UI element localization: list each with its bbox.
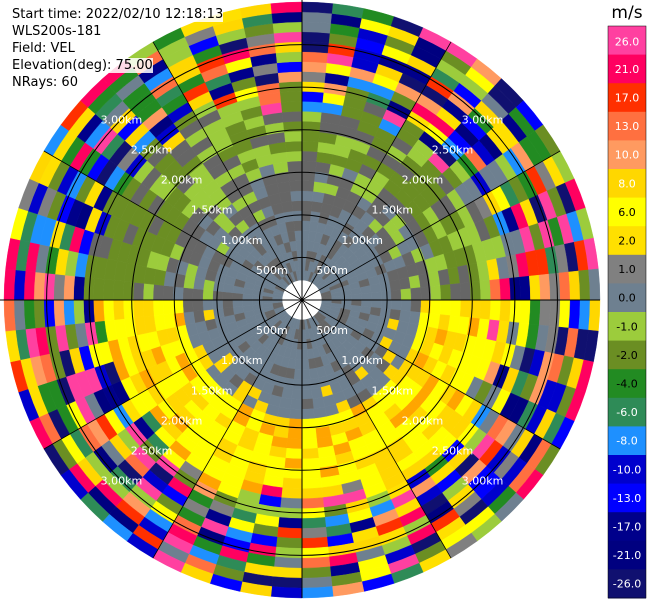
colorbar-tick-label: -2.0: [616, 349, 637, 362]
colorbar-tick-label: 2.0: [618, 235, 636, 248]
colorbar-swatch: [608, 83, 646, 113]
range-ring: [131, 129, 473, 471]
range-ring-label: 2.50km: [131, 444, 173, 457]
range-ring-label: 500m: [256, 324, 288, 337]
range-ring-label: 1.00km: [221, 234, 263, 247]
colorbar-swatch: [608, 540, 646, 570]
colorbar-tick-label: -21.0: [613, 549, 641, 562]
range-ring-label: 2.50km: [432, 444, 474, 457]
range-ring-label: 3.00km: [101, 475, 143, 488]
colorbar-tick-label: 13.0: [615, 120, 640, 133]
colorbar-swatch: [608, 197, 646, 227]
colorbar-tick-label: 21.0: [615, 63, 640, 76]
instrument-label: WLS200s-181: [12, 24, 102, 39]
range-ring: [216, 214, 388, 386]
colorbar-tick-label: -10.0: [613, 463, 641, 476]
colorbar-swatch: [608, 169, 646, 199]
radial-spoke: [301, 299, 452, 559]
colorbar-swatch: [608, 512, 646, 542]
scan-info: Start time: 2022/02/10 12:18:13 WLS200s-…: [12, 6, 224, 91]
colorbar-swatch: [608, 483, 646, 513]
colorbar-swatch: [608, 312, 646, 342]
colorbar-tick-label: 17.0: [615, 92, 640, 105]
colorbar-tick-label: 8.0: [618, 177, 636, 190]
colorbar-tick-label: 10.0: [615, 149, 640, 162]
colorbar-swatch: [608, 397, 646, 427]
radial-spoke: [43, 150, 303, 301]
radial-spoke: [301, 299, 561, 450]
colorbar-tick-label: 0.0: [618, 292, 636, 305]
range-ring-label: 3.00km: [462, 113, 504, 126]
range-ring-label: 1.00km: [341, 234, 383, 247]
field-label: Field: VEL: [12, 41, 75, 56]
range-ring-label: 500m: [256, 264, 288, 277]
colorbar-tick-label: -1.0: [616, 320, 637, 333]
range-ring-label: 1.50km: [191, 384, 233, 397]
radial-spoke: [301, 41, 452, 301]
range-ring-label: 1.50km: [372, 384, 414, 397]
colorbar-tick-label: -6.0: [616, 406, 637, 419]
colorbar-swatch: [608, 111, 646, 141]
range-ring-label: 2.50km: [131, 144, 173, 157]
start-time-label: Start time: 2022/02/10 12:18:13: [12, 7, 224, 22]
range-ring: [88, 86, 516, 514]
radial-spoke: [43, 299, 303, 450]
colorbar-swatch: [608, 226, 646, 256]
colorbar-unit: m/s: [611, 3, 642, 23]
colorbar-tick-label: -17.0: [613, 521, 641, 534]
colorbar-swatch: [608, 140, 646, 170]
range-ring-label: 2.00km: [402, 414, 444, 427]
range-ring-label: 500m: [316, 264, 348, 277]
velocity-cells: [3, 1, 601, 599]
colorbar-swatch: [608, 455, 646, 485]
range-ring-label: 2.00km: [161, 414, 203, 427]
radial-spoke: [301, 150, 561, 301]
colorbar-swatch: [608, 26, 646, 56]
range-ring-label: 3.00km: [462, 475, 504, 488]
colorbar-tick-label: -8.0: [616, 435, 637, 448]
radial-spoke: [152, 41, 303, 301]
colorbar-swatch: [608, 569, 646, 599]
colorbar-tick-label: -4.0: [616, 378, 637, 391]
colorbar-tick-label: -13.0: [613, 492, 641, 505]
colorbar-frame: [607, 25, 647, 599]
colorbar-swatch: [608, 426, 646, 456]
colorbar-swatch: [608, 254, 646, 284]
colorbar-swatch: [608, 369, 646, 399]
colorbar-tick-label: 6.0: [618, 206, 636, 219]
colorbar-tick-label: 1.0: [618, 263, 636, 276]
range-ring-label: 1.00km: [221, 354, 263, 367]
range-ring-label: 1.50km: [191, 204, 233, 217]
radial-spoke: [152, 299, 303, 559]
colorbar-tick-label: 26.0: [615, 36, 640, 49]
range-ring-label: 3.00km: [101, 113, 143, 126]
colorbar-swatch: [608, 54, 646, 84]
nrays-label: NRays: 60: [12, 75, 78, 90]
range-ring-label: 1.00km: [341, 354, 383, 367]
range-ring-label: 2.00km: [402, 174, 444, 187]
colorbar-tick-label: -26.0: [613, 578, 641, 591]
range-ring-label: 2.00km: [161, 174, 203, 187]
colorbar-swatch: [608, 340, 646, 370]
range-ring: [173, 171, 431, 429]
range-ring-label: 500m: [316, 324, 348, 337]
range-ring-label: 1.50km: [372, 204, 414, 217]
colorbar-swatch: [608, 283, 646, 313]
range-ring: [46, 44, 558, 556]
range-ring-label: 2.50km: [432, 144, 474, 157]
elevation-label: Elevation(deg): 75.00: [12, 58, 153, 73]
range-ring: [258, 256, 346, 344]
